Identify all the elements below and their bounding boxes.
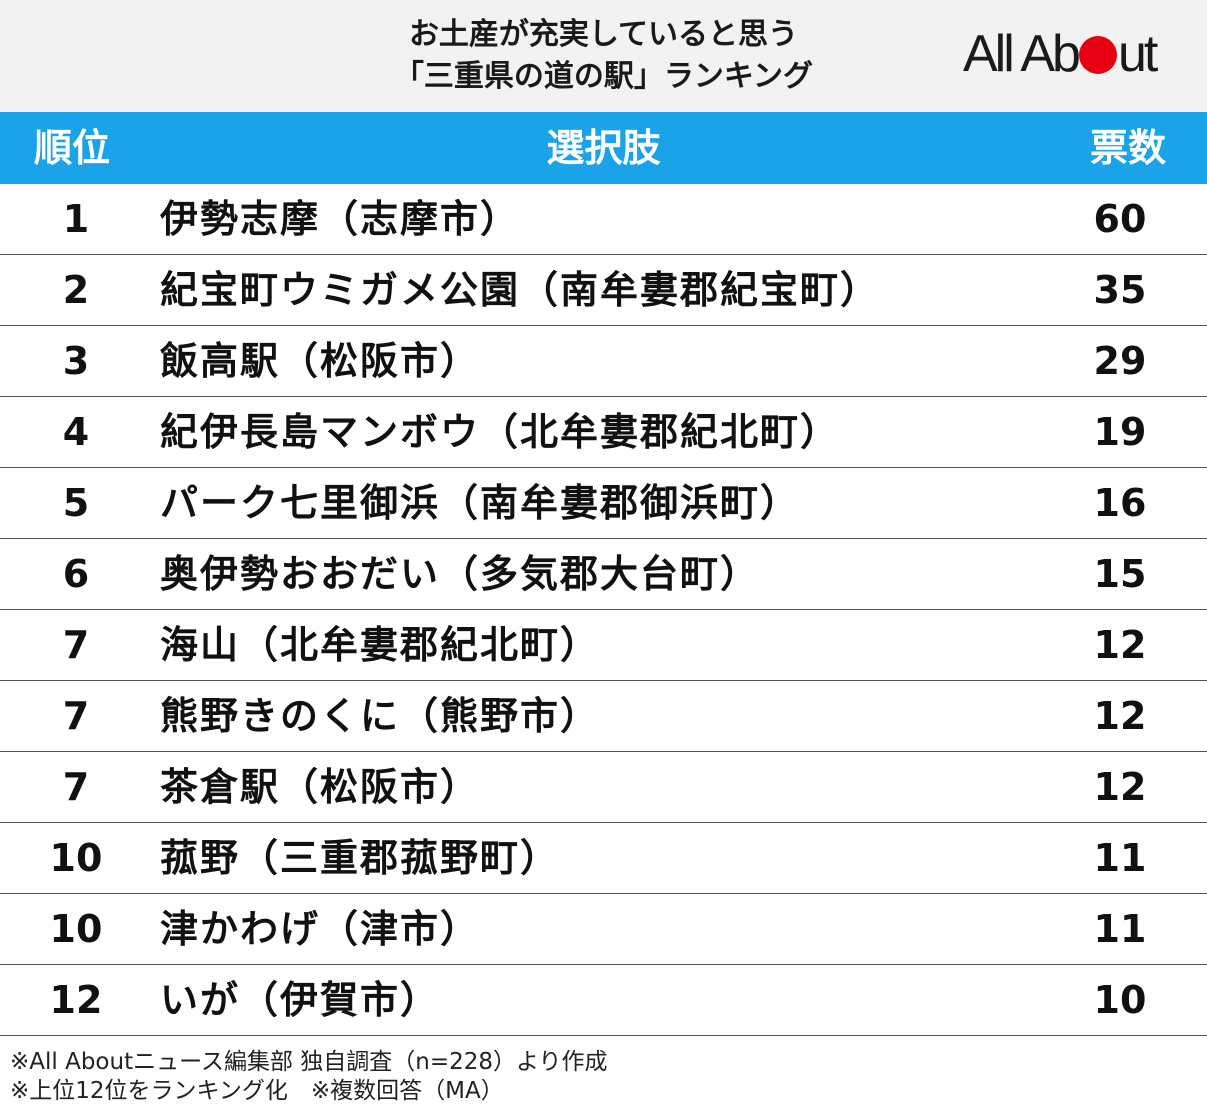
- votes-cell: 60: [1093, 197, 1147, 241]
- table-row: 12 いが（伊賀市） 10: [0, 965, 1207, 1036]
- header-band: お土産が充実していると思う 「三重県の道の駅」ランキング All Ab ut: [0, 0, 1207, 113]
- choice-cell: 飯高駅（松阪市）: [160, 339, 481, 383]
- table-row: 6 奥伊勢おおだい（多気郡大台町） 15: [0, 539, 1207, 610]
- choice-cell: 茶倉駅（松阪市）: [160, 765, 481, 809]
- votes-cell: 15: [1093, 552, 1147, 596]
- votes-cell: 12: [1093, 694, 1147, 738]
- table-row: 10 津かわげ（津市） 11: [0, 894, 1207, 965]
- footnote: ※All Aboutニュース編集部 独自調査（n=228）より作成 ※上位12位…: [10, 1048, 608, 1106]
- footnote-line-2: ※上位12位をランキング化 ※複数回答（MA）: [10, 1078, 504, 1104]
- column-header-rank: 順位: [34, 126, 111, 170]
- choice-cell: 海山（北牟婁郡紀北町）: [160, 623, 601, 667]
- rank-cell: 5: [62, 481, 90, 525]
- rank-cell: 12: [49, 978, 103, 1022]
- votes-cell: 35: [1093, 268, 1147, 312]
- choice-cell: 紀伊長島マンボウ（北牟婁郡紀北町）: [160, 410, 841, 454]
- choice-cell: 菰野（三重郡菰野町）: [160, 836, 561, 880]
- table-header: 順位 選択肢 票数: [0, 112, 1207, 184]
- rank-cell: 7: [62, 623, 90, 667]
- rank-cell: 7: [62, 765, 90, 809]
- table-row: 4 紀伊長島マンボウ（北牟婁郡紀北町） 19: [0, 397, 1207, 468]
- title-line-1: お土産が充実していると思う: [408, 17, 799, 52]
- rank-cell: 10: [49, 907, 103, 951]
- footnote-line-1: ※All Aboutニュース編集部 独自調査（n=228）より作成: [10, 1049, 608, 1075]
- votes-cell: 11: [1093, 836, 1147, 880]
- votes-cell: 12: [1093, 623, 1147, 667]
- table-row: 7 熊野きのくに（熊野市） 12: [0, 681, 1207, 752]
- table-row: 10 菰野（三重郡菰野町） 11: [0, 823, 1207, 894]
- choice-cell: パーク七里御浜（南牟婁郡御浜町）: [160, 481, 801, 525]
- rank-cell: 3: [62, 339, 90, 383]
- ranking-table-body: 1 伊勢志摩（志摩市） 60 2 紀宝町ウミガメ公園（南牟婁郡紀宝町） 35 3 飯高駅（松阪…: [0, 184, 1207, 1036]
- choice-cell: いが（伊賀市）: [160, 978, 441, 1022]
- rank-cell: 6: [62, 552, 90, 596]
- choice-cell: 津かわげ（津市）: [160, 907, 481, 951]
- title-line-2: 「三重県の道の駅」ランキング: [393, 59, 814, 94]
- logo-text-start: All Ab: [963, 25, 1081, 83]
- rank-cell: 1: [62, 197, 90, 241]
- votes-cell: 12: [1093, 765, 1147, 809]
- allabout-logo: All Ab ut: [963, 25, 1158, 83]
- rank-cell: 2: [62, 268, 90, 312]
- table-row: 7 茶倉駅（松阪市） 12: [0, 752, 1207, 823]
- table-row: 3 飯高駅（松阪市） 29: [0, 326, 1207, 397]
- votes-cell: 11: [1093, 907, 1147, 951]
- page-title: お土産が充実していると思う 「三重県の道の駅」ランキング: [0, 14, 1207, 98]
- choice-cell: 熊野きのくに（熊野市）: [160, 694, 601, 738]
- column-header-choice: 選択肢: [546, 126, 661, 170]
- votes-cell: 16: [1093, 481, 1147, 525]
- choice-cell: 紀宝町ウミガメ公園（南牟婁郡紀宝町）: [160, 268, 881, 312]
- table-row: 5 パーク七里御浜（南牟婁郡御浜町） 16: [0, 468, 1207, 539]
- table-row: 1 伊勢志摩（志摩市） 60: [0, 184, 1207, 255]
- table-row: 7 海山（北牟婁郡紀北町） 12: [0, 610, 1207, 681]
- choice-cell: 伊勢志摩（志摩市）: [160, 197, 521, 241]
- logo-text-end: ut: [1117, 25, 1158, 83]
- column-header-votes: 票数: [1090, 126, 1167, 170]
- votes-cell: 29: [1093, 339, 1147, 383]
- votes-cell: 19: [1093, 410, 1147, 454]
- rank-cell: 10: [49, 836, 103, 880]
- rank-cell: 7: [62, 694, 90, 738]
- votes-cell: 10: [1093, 978, 1147, 1022]
- choice-cell: 奥伊勢おおだい（多気郡大台町）: [160, 552, 761, 596]
- rank-cell: 4: [62, 410, 90, 454]
- logo-red-dot-icon: [1078, 36, 1117, 74]
- table-row: 2 紀宝町ウミガメ公園（南牟婁郡紀宝町） 35: [0, 255, 1207, 326]
